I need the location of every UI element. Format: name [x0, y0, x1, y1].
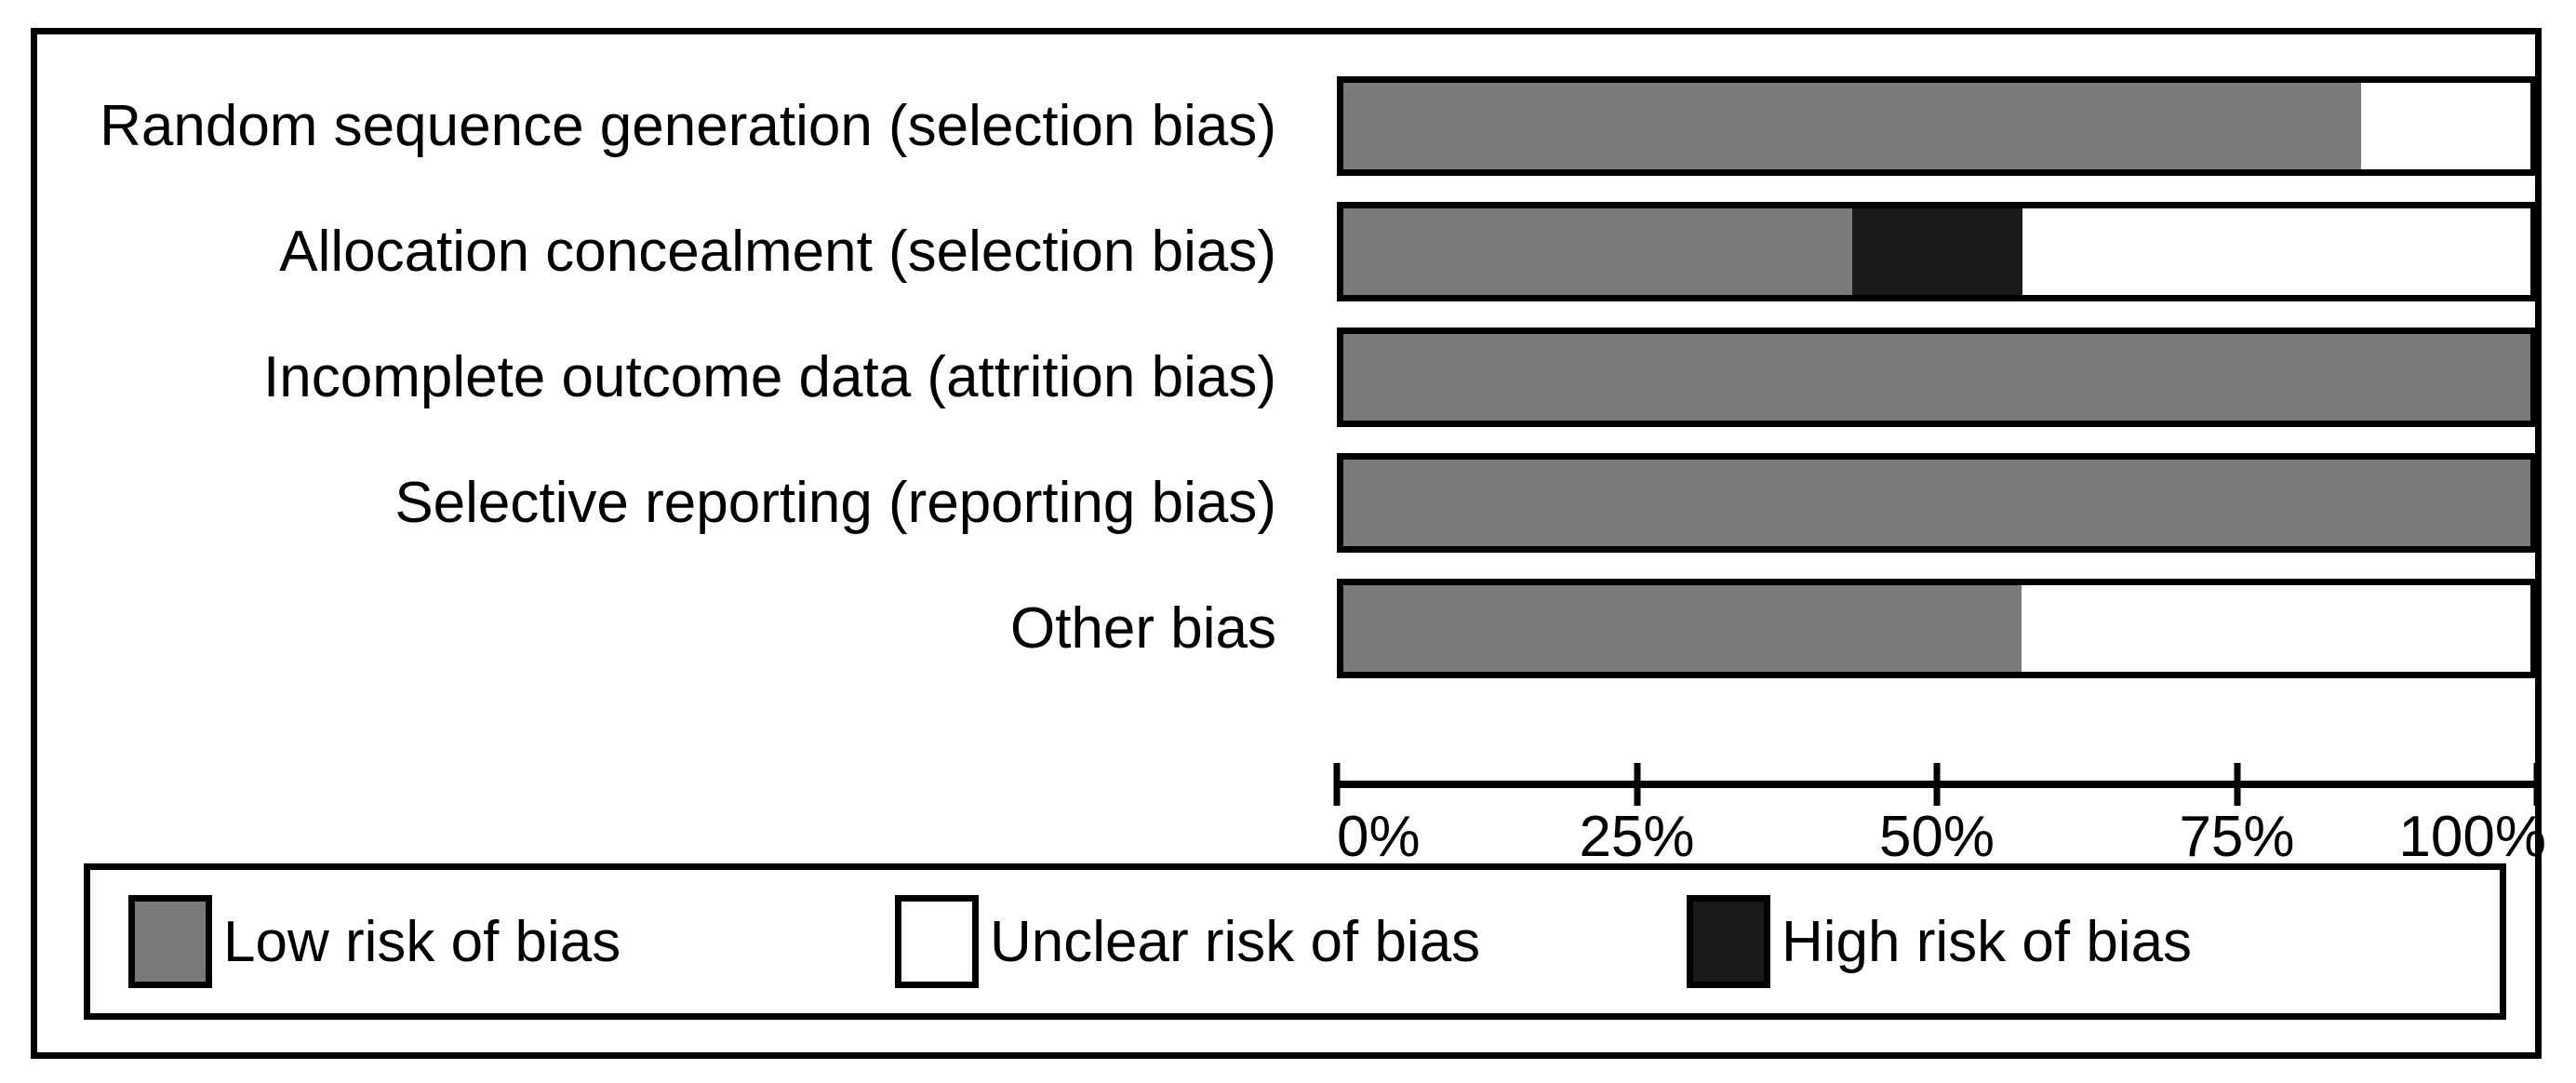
category-label: Allocation concealment (selection bias)	[279, 220, 1276, 284]
stacked-bar	[1337, 579, 2537, 678]
bar-segment-unclear	[2360, 83, 2530, 169]
legend-label-unclear: Unclear risk of bias	[990, 909, 1481, 974]
legend-label-low: Low risk of bias	[223, 909, 621, 974]
axis-tick	[1933, 763, 1941, 806]
category-label: Random sequence generation (selection bi…	[100, 94, 1276, 158]
bar-segment-high	[1852, 208, 2022, 295]
legend-item-high: High risk of bias	[1687, 895, 2192, 988]
axis-tick	[1634, 763, 1640, 806]
bar-segment-low	[1343, 83, 2361, 169]
bar-segment-low	[1343, 208, 1853, 295]
stacked-bar	[1337, 328, 2537, 427]
axis-tick	[2533, 763, 2541, 806]
bar-segment-unclear	[2021, 585, 2530, 672]
chart-row: Random sequence generation (selection bi…	[37, 76, 2537, 176]
category-label: Other bias	[1009, 596, 1276, 661]
legend-swatch-high-icon	[1687, 895, 1770, 988]
axis-tick-label: 0%	[1337, 805, 1421, 869]
axis-tick-label: 100%	[2398, 805, 2546, 869]
legend-item-unclear: Unclear risk of bias	[895, 895, 1480, 988]
category-label: Incomplete outcome data (attrition bias)	[263, 345, 1276, 409]
bar-segment-low	[1343, 460, 2530, 546]
bar-segment-low	[1343, 585, 2022, 672]
chart-row: Other bias	[37, 579, 2537, 678]
axis-tick-label: 50%	[1878, 805, 1995, 869]
axis-tick	[1333, 763, 1341, 806]
legend: Low risk of bias Unclear risk of bias Hi…	[84, 863, 2506, 1020]
stacked-bar	[1337, 76, 2537, 176]
legend-swatch-low-icon	[128, 895, 212, 988]
chart-row: Allocation concealment (selection bias)	[37, 202, 2537, 301]
axis-tick-label: 25%	[1579, 805, 1695, 869]
x-axis: 0% 25% 50% 75% 100%	[1333, 723, 2546, 872]
legend-label-high: High risk of bias	[1782, 909, 2193, 974]
bar-segment-low	[1343, 334, 2530, 421]
axis-tick	[2234, 763, 2240, 806]
stacked-bar	[1337, 202, 2537, 301]
bar-segment-unclear	[2022, 208, 2530, 295]
legend-swatch-unclear-icon	[895, 895, 979, 988]
axis-tick-label: 75%	[2179, 805, 2295, 869]
chart-row: Selective reporting (reporting bias)	[37, 453, 2537, 553]
legend-item-low: Low risk of bias	[128, 895, 621, 988]
stacked-bar	[1337, 453, 2537, 553]
chart-row: Incomplete outcome data (attrition bias)	[37, 328, 2537, 427]
chart-frame: Random sequence generation (selection bi…	[31, 28, 2546, 1059]
category-label: Selective reporting (reporting bias)	[394, 471, 1276, 535]
